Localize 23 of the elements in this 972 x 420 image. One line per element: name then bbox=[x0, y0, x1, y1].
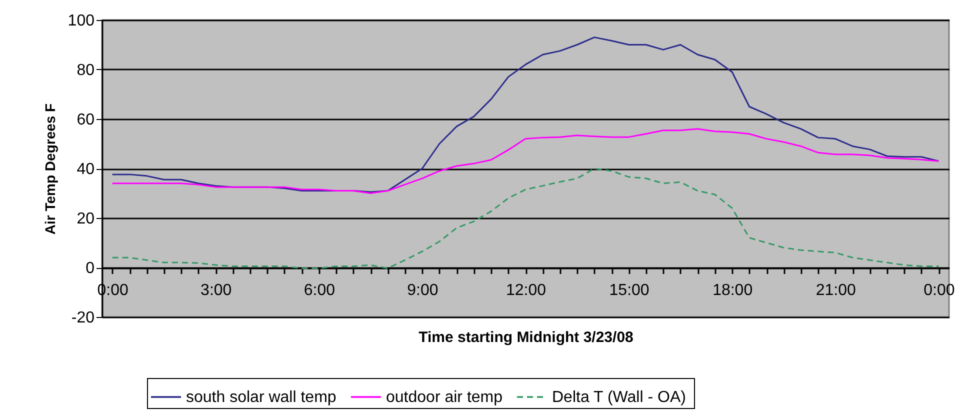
y-tick-label: 100 bbox=[68, 12, 95, 30]
line-series bbox=[112, 128, 940, 194]
x-tick-label: 12:00 bbox=[506, 282, 546, 299]
line-series bbox=[112, 168, 940, 269]
y-tick-label: 80 bbox=[76, 62, 95, 79]
x-tick-label: 0:00 bbox=[924, 282, 955, 299]
legend-label: outdoor air temp bbox=[386, 389, 503, 406]
y-tick-label: 40 bbox=[76, 161, 95, 178]
y-axis-title: Air Temp Degrees F bbox=[42, 102, 58, 235]
x-axis-title: Time starting Midnight 3/23/08 bbox=[418, 329, 634, 346]
x-tick-label: 3:00 bbox=[200, 282, 232, 299]
x-tick-label: 15:00 bbox=[609, 282, 650, 299]
x-tick-label: 9:00 bbox=[407, 282, 438, 299]
line-series bbox=[112, 36, 940, 193]
legend-label: Delta T (Wall - OA) bbox=[552, 389, 686, 406]
y-tick-label: -20 bbox=[71, 310, 95, 326]
x-tick-label: 6:00 bbox=[304, 282, 336, 299]
legend-label: south solar wall temp bbox=[186, 389, 336, 406]
x-tick-label: 21:00 bbox=[816, 282, 856, 299]
y-tick-label: 60 bbox=[76, 112, 95, 128]
y-tick-label: 0 bbox=[86, 260, 95, 277]
x-tick-label: 18:00 bbox=[712, 282, 753, 299]
y-tick-label: 20 bbox=[76, 210, 95, 228]
